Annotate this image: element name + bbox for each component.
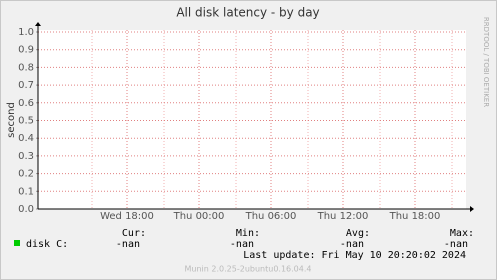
- stat-header: Min:: [236, 228, 260, 239]
- x-arrow: [470, 206, 474, 212]
- plot-area: [38, 30, 466, 209]
- stat-value: -nan: [230, 239, 254, 250]
- stat-value: -nan: [444, 239, 468, 250]
- x-tick-label: Thu 18:00: [389, 211, 441, 222]
- stat-header: Cur:: [122, 228, 146, 239]
- x-tick-label: Thu 12:00: [317, 211, 369, 222]
- side-text: RRDTOOL / TOBI OETIKER: [482, 17, 490, 107]
- x-tick-label: Thu 06:00: [245, 211, 297, 222]
- last-update: Last update: Fri May 10 20:20:02 2024: [243, 250, 466, 261]
- footer: Munin 2.0.25-2ubuntu0.16.04.4: [185, 265, 312, 274]
- y-tick-label: 0.0: [18, 204, 34, 215]
- stat-value: -nan: [340, 239, 364, 250]
- chart-title: All disk latency - by day: [176, 6, 319, 20]
- legend-swatch: [14, 240, 20, 246]
- stat-header: Max:: [450, 228, 474, 239]
- y-tick-label: 0.1: [18, 186, 34, 197]
- y-tick-label: 0.5: [18, 116, 34, 127]
- y-tick-label: 0.4: [18, 133, 34, 144]
- x-tick-label: Thu 00:00: [173, 211, 225, 222]
- y-tick-label: 0.8: [18, 62, 34, 73]
- legend-label: disk C:: [26, 239, 68, 250]
- stat-value: -nan: [116, 239, 140, 250]
- y-arrow: [35, 22, 41, 26]
- y-tick-label: 0.2: [18, 169, 34, 180]
- y-tick-label: 1.0: [18, 27, 34, 38]
- y-tick-label: 0.3: [18, 151, 34, 162]
- x-tick-label: Wed 18:00: [100, 211, 154, 222]
- y-tick-label: 0.6: [18, 98, 34, 109]
- stat-header: Avg:: [346, 228, 370, 239]
- y-axis-label: second: [6, 102, 17, 138]
- y-tick-label: 0.7: [18, 80, 34, 91]
- y-tick-label: 0.9: [18, 45, 34, 56]
